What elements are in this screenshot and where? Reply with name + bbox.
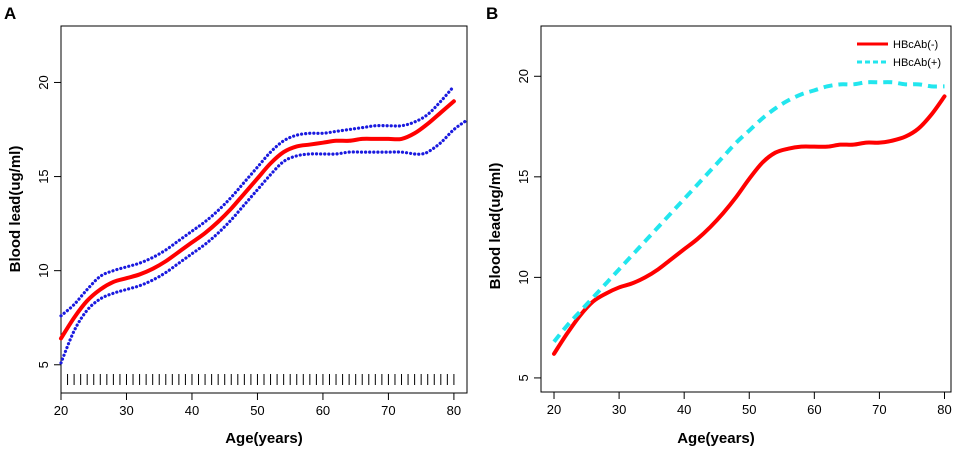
y-tick-label: 20 <box>36 75 51 89</box>
x-tick-label: 60 <box>316 403 330 418</box>
x-tick-label: 60 <box>807 402 821 417</box>
panel-a-y-axis-title: Blood lead(ug/ml) <box>7 146 24 273</box>
panel-a-series <box>59 84 469 365</box>
x-tick-label: 20 <box>54 403 68 418</box>
panel-b-y-ticks: 5 10 15 20 <box>516 69 541 382</box>
y-tick-label: 15 <box>36 169 51 183</box>
panel-b-x-ticks: 20 30 40 50 60 70 80 <box>547 392 952 417</box>
panel-a-x-axis-title: Age(years) <box>225 430 303 447</box>
x-tick-label: 70 <box>381 403 395 418</box>
x-tick-label: 30 <box>119 403 133 418</box>
panel-a-y-ticks: 5 10 15 20 <box>36 75 61 368</box>
series-line-fit <box>59 99 456 341</box>
panel-b-series <box>552 80 947 356</box>
panel-a: A Age(years) Blood lead(ug/ml) 20 30 40 50 6… <box>4 4 469 447</box>
panel-a-rug <box>60 374 455 385</box>
x-tick-label: 50 <box>742 402 756 417</box>
x-tick-label: 40 <box>677 402 691 417</box>
legend-label-hbcab-neg: HBcAb(-) <box>893 39 938 51</box>
series-line-hbcab <box>552 94 947 356</box>
x-tick-label: 80 <box>937 402 951 417</box>
panel-b-y-axis-title: Blood lead(ug/ml) <box>487 163 504 290</box>
panel-b: B Age(years) Blood lead(ug/ml) 20 30 40 50 6… <box>486 4 952 447</box>
legend-label-hbcab-pos: HBcAb(+) <box>893 57 941 69</box>
panel-a-letter: A <box>4 4 16 23</box>
panel-b-letter: B <box>486 4 498 23</box>
x-tick-label: 70 <box>872 402 886 417</box>
x-tick-label: 50 <box>250 403 264 418</box>
x-tick-label: 40 <box>185 403 199 418</box>
series-line-hbcab <box>552 80 945 343</box>
y-tick-label: 5 <box>516 374 531 381</box>
panel-a-plot-box <box>60 25 468 394</box>
panel-b-x-axis-title: Age(years) <box>677 430 755 447</box>
panel-b-legend: HBcAb(-) HBcAb(+) <box>857 39 941 69</box>
panel-b-plot-box <box>540 25 952 393</box>
y-tick-label: 15 <box>516 170 531 184</box>
y-tick-label: 10 <box>516 270 531 284</box>
series-line-lower-ci <box>59 118 469 365</box>
x-tick-label: 80 <box>447 403 461 418</box>
y-tick-label: 20 <box>516 69 531 83</box>
y-tick-label: 10 <box>36 263 51 277</box>
panel-a-x-ticks: 20 30 40 50 60 70 80 <box>54 393 461 418</box>
x-tick-label: 30 <box>612 402 626 417</box>
x-tick-label: 20 <box>547 402 561 417</box>
series-line-upper-ci <box>59 84 456 318</box>
y-tick-label: 5 <box>36 361 51 368</box>
